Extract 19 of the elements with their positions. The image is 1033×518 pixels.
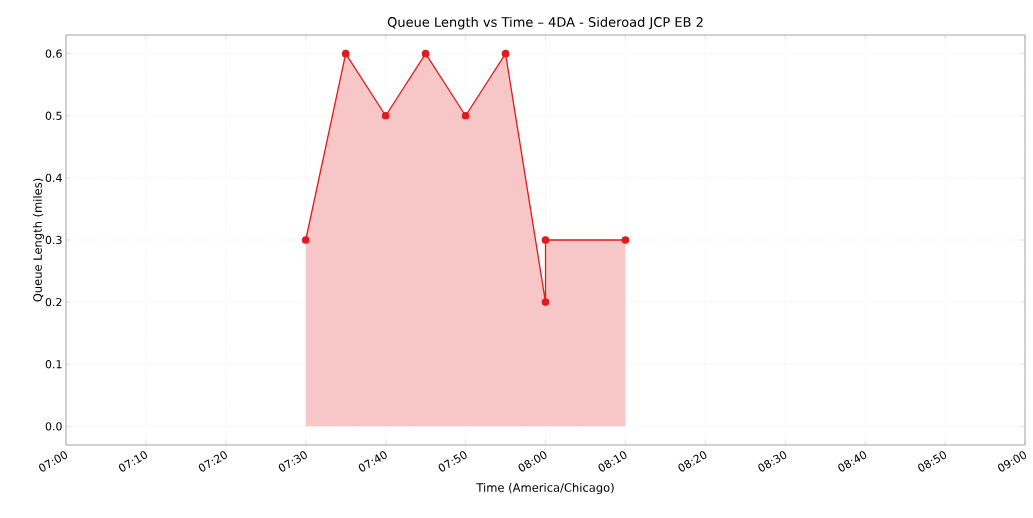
point: [461, 111, 470, 120]
point: [381, 111, 390, 120]
y-tick-label: 0.4: [45, 173, 62, 183]
x-axis-title: Time (America/Chicago): [476, 482, 614, 495]
point: [541, 236, 550, 244]
y-tick-label: 0.3: [45, 235, 62, 245]
y-axis-title: Queue Length (miles): [32, 178, 45, 302]
point: [501, 49, 510, 58]
y-tick-label: 0.5: [45, 111, 62, 120]
y-tick-label: 0.6: [45, 49, 62, 58]
y-tick-label: 0.0: [45, 422, 62, 431]
point: [421, 49, 430, 58]
point: [341, 49, 350, 58]
y-tick-label: 0.1: [45, 360, 62, 369]
y-tick-label: 0.2: [45, 297, 62, 307]
chart-title: Queue Length vs Time – 4DA - Sideroad JCP EB 2: [387, 16, 703, 30]
point: [541, 298, 550, 306]
point: [621, 236, 630, 244]
point: [301, 236, 310, 244]
